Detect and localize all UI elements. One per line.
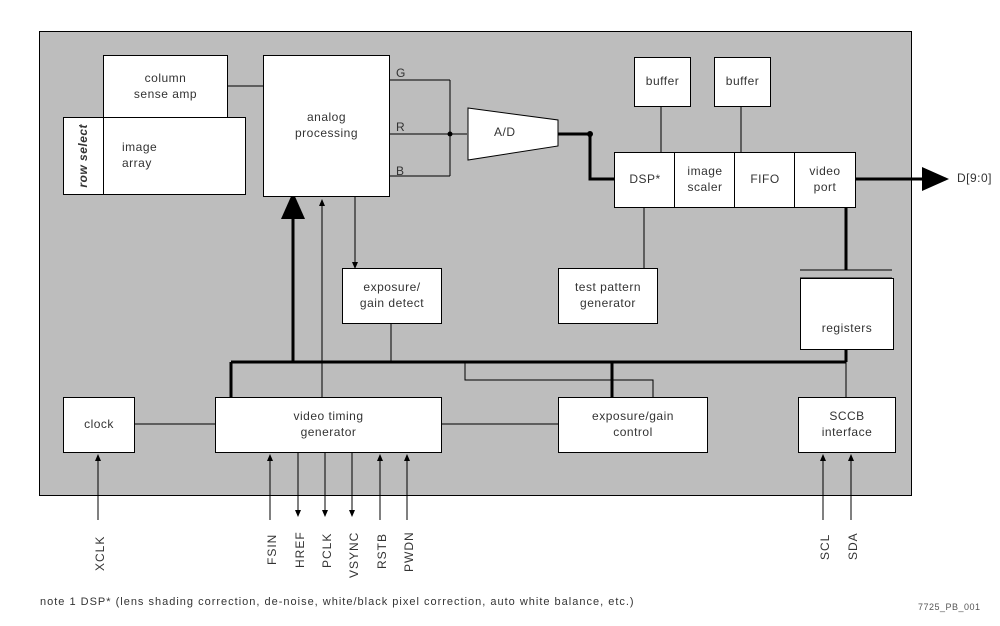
footnote: note 1 DSP* (lens shading correction, de… <box>40 596 635 608</box>
block-fifo: FIFO <box>734 152 796 208</box>
block-label: clock <box>84 417 114 433</box>
block-label: row select <box>76 124 92 188</box>
pin-scl: SCL <box>818 534 832 560</box>
block-label: videoport <box>809 164 840 195</box>
pin-pclk: PCLK <box>320 533 334 568</box>
block-label: exposure/gain detect <box>360 280 424 311</box>
block-label: buffer <box>726 74 759 90</box>
block-label: SCCBinterface <box>822 409 873 440</box>
block-label: imagearray <box>122 140 157 171</box>
block-ad-label: A/D <box>494 125 516 139</box>
label-b: B <box>396 164 405 178</box>
block-analog-processing: analogprocessing <box>263 55 390 197</box>
diagram-canvas: columnsense amp row select imagearray an… <box>0 0 1000 626</box>
block-sccb-interface: SCCBinterface <box>798 397 896 453</box>
block-column-sense-amp: columnsense amp <box>103 55 228 119</box>
label-r: R <box>396 120 405 134</box>
block-image-scaler: imagescaler <box>674 152 736 208</box>
block-buffer-2: buffer <box>714 57 771 107</box>
pin-fsin: FSIN <box>265 534 279 565</box>
doc-id: 7725_PB_001 <box>918 602 981 612</box>
block-buffer-1: buffer <box>634 57 691 107</box>
block-label: FIFO <box>750 172 779 188</box>
label-g: G <box>396 66 406 80</box>
block-row-select: row select <box>63 117 105 195</box>
block-label: buffer <box>646 74 679 90</box>
block-test-pattern-generator: test patterngenerator <box>558 268 658 324</box>
block-registers: registers <box>800 278 894 350</box>
block-image-array: imagearray <box>103 117 246 195</box>
block-label: DSP* <box>629 172 660 188</box>
pin-pwdn: PWDN <box>402 531 416 572</box>
block-label: exposure/gaincontrol <box>592 409 674 440</box>
block-exposure-gain-detect: exposure/gain detect <box>342 268 442 324</box>
block-dsp: DSP* <box>614 152 676 208</box>
block-label: analogprocessing <box>295 110 358 141</box>
block-exposure-gain-control: exposure/gaincontrol <box>558 397 708 453</box>
block-video-port: videoport <box>794 152 856 208</box>
block-label: test patterngenerator <box>575 280 641 311</box>
pin-sda: SDA <box>846 532 860 560</box>
block-label: imagescaler <box>687 164 722 195</box>
pin-rstb: RSTB <box>375 533 389 569</box>
block-label: columnsense amp <box>134 71 197 102</box>
pin-xclk: XCLK <box>93 536 107 571</box>
block-video-timing-generator: video timinggenerator <box>215 397 442 453</box>
pin-vsync: VSYNC <box>347 532 361 578</box>
block-label: video timinggenerator <box>293 409 363 440</box>
block-clock: clock <box>63 397 135 453</box>
label-output-d: D[9:0] <box>957 171 992 185</box>
block-label: registers <box>822 321 873 337</box>
pin-href: HREF <box>293 531 307 568</box>
